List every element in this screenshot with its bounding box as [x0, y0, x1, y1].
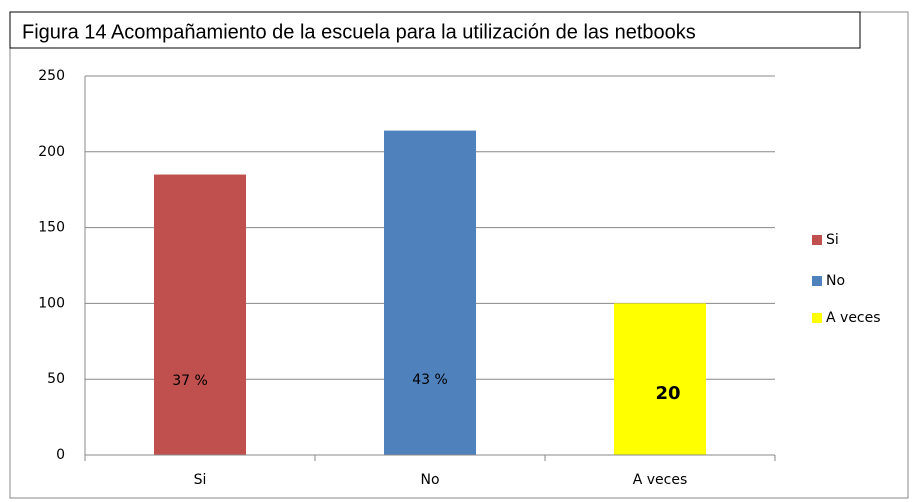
y-tick-label: 0 — [56, 447, 65, 463]
legend-label: Si — [826, 232, 839, 248]
bar-annotation: 37 % — [172, 373, 208, 389]
legend-swatch — [812, 313, 822, 323]
bar — [154, 174, 246, 456]
y-tick-label: 50 — [47, 371, 65, 387]
y-tick-label: 100 — [38, 295, 65, 311]
x-tick-label: A veces — [633, 472, 688, 488]
y-tick-label: 150 — [38, 220, 65, 236]
y-tick-label: 200 — [38, 144, 65, 160]
x-tick-label: Si — [194, 472, 207, 488]
bar-annotation: 20 — [655, 383, 680, 404]
x-tick-label: No — [420, 472, 439, 488]
legend-swatch — [812, 276, 822, 286]
legend-label: No — [826, 273, 845, 289]
title-box — [9, 11, 861, 49]
chart-title: Figura 14 Acompañamiento de la escuela p… — [22, 21, 696, 43]
legend-label: A veces — [826, 310, 881, 326]
bar — [384, 130, 476, 456]
bar-annotation: 43 % — [412, 372, 448, 388]
bar — [614, 303, 706, 455]
y-tick-label: 250 — [38, 68, 65, 84]
legend-swatch — [812, 235, 822, 245]
